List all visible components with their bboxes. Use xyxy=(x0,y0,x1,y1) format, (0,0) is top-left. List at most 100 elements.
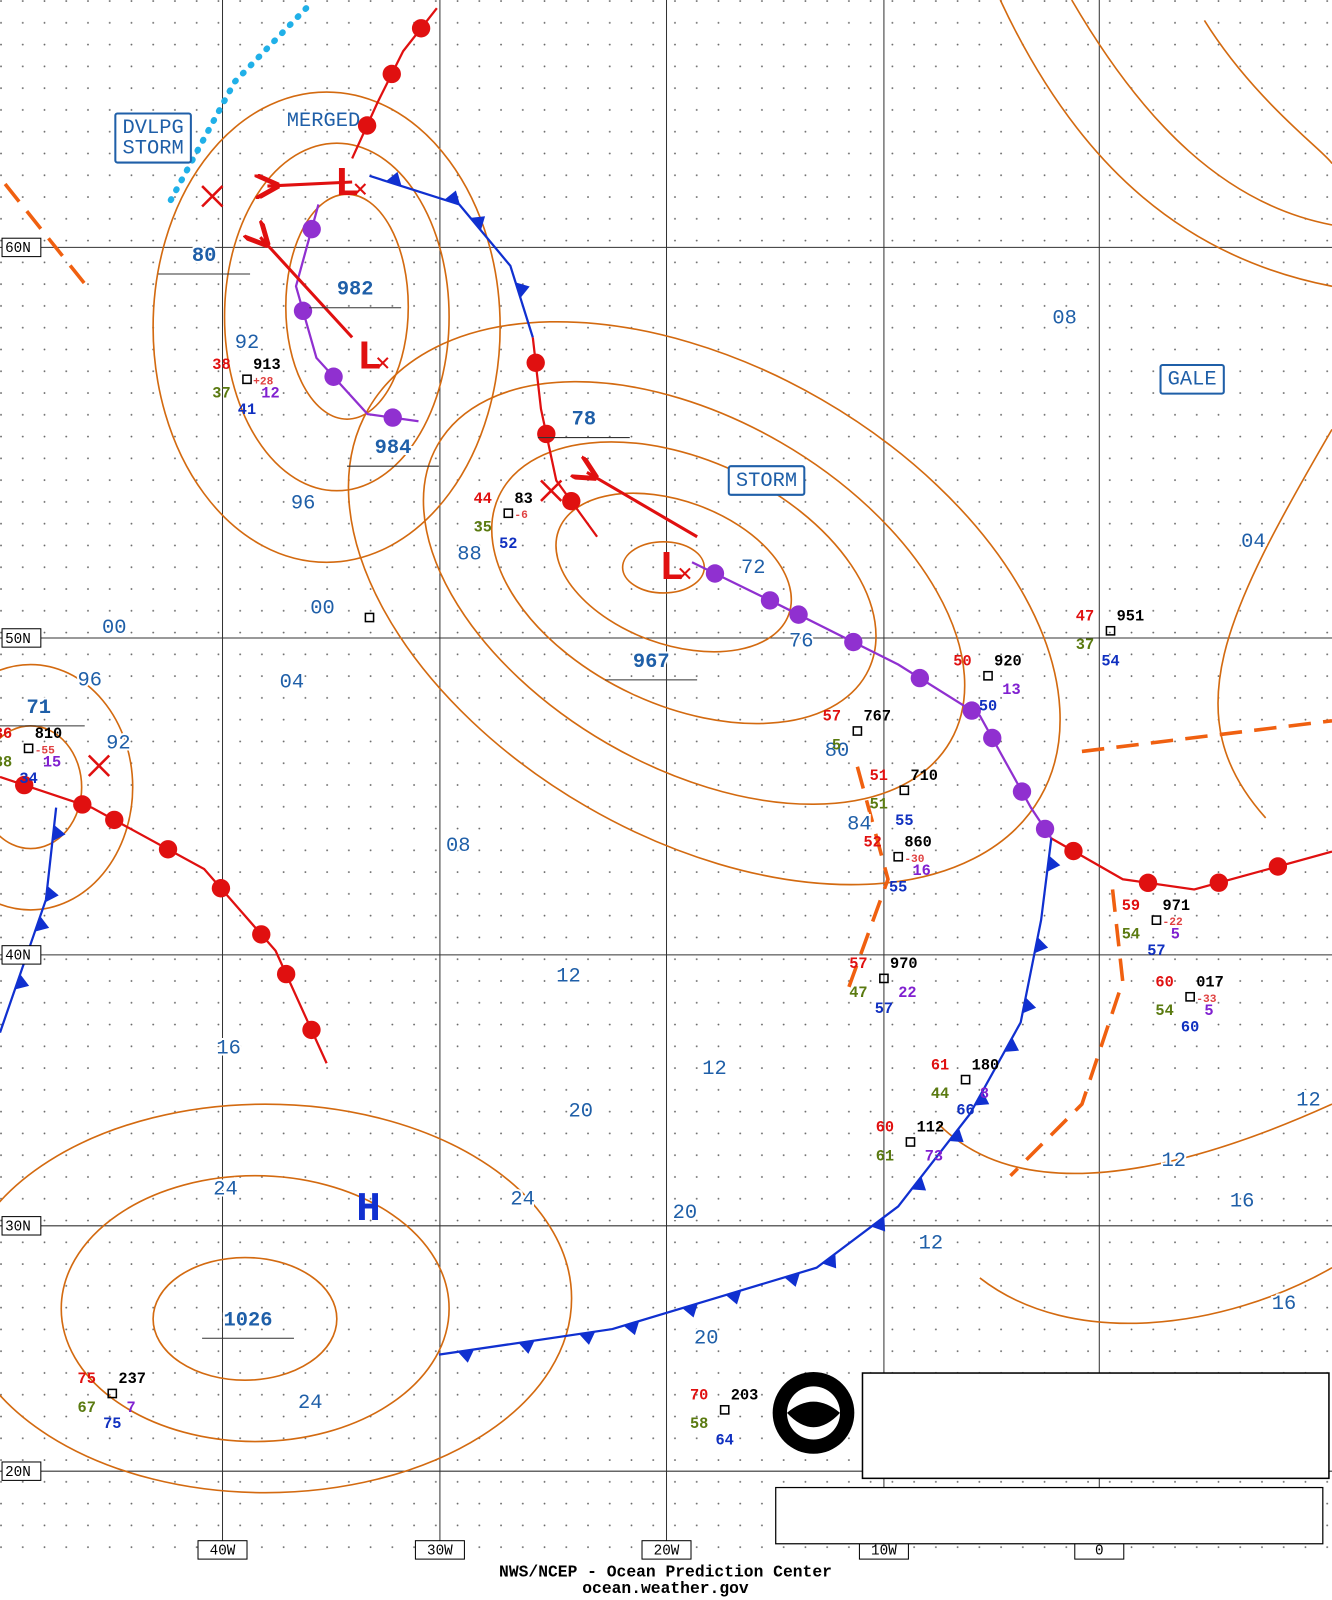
front-symbol xyxy=(784,1272,800,1287)
warning-label: MERGED xyxy=(287,110,360,133)
station-pressure: 951 xyxy=(1117,608,1145,626)
station xyxy=(107,1388,118,1399)
station-pressure: 017 xyxy=(1196,974,1224,992)
station-dew: 37 xyxy=(1076,636,1094,654)
station-tendency: -30 xyxy=(904,854,924,866)
isobar-label: 96 xyxy=(78,669,102,692)
front xyxy=(3,182,89,288)
front-symbol xyxy=(910,668,930,688)
station xyxy=(852,726,863,736)
front-symbol xyxy=(158,840,178,859)
front-symbol xyxy=(470,216,486,231)
front-symbol xyxy=(14,974,30,990)
isobar-label: 08 xyxy=(1052,307,1076,330)
front-symbol xyxy=(579,1331,596,1345)
station xyxy=(1151,915,1162,925)
station-sea: 54 xyxy=(1101,653,1119,671)
center-pressure: 982 xyxy=(337,279,374,302)
station-temp: 59 xyxy=(1122,897,1140,915)
station-pressure: 767 xyxy=(864,708,892,726)
front-symbol xyxy=(518,1340,535,1354)
front-symbol xyxy=(73,795,92,814)
isobar-label: 24 xyxy=(213,1178,237,1201)
front-symbol xyxy=(526,353,545,372)
isobar-label: 20 xyxy=(694,1328,718,1351)
center-pressure: 984 xyxy=(375,437,412,460)
station-change: 15 xyxy=(43,754,61,772)
isobar-label: 12 xyxy=(1162,1150,1186,1173)
center-pressure: 71 xyxy=(27,697,51,720)
front xyxy=(1050,837,1332,891)
station-pressure: 180 xyxy=(972,1056,1000,1074)
station xyxy=(899,785,910,796)
isobar-label: 92 xyxy=(235,332,259,355)
station-pressure: 112 xyxy=(917,1119,945,1137)
fronts xyxy=(0,5,1332,1363)
station-change: 22 xyxy=(898,984,916,1002)
lon-label: 0 xyxy=(1095,1544,1104,1560)
front-symbol xyxy=(705,564,725,583)
front-symbol xyxy=(1064,841,1083,861)
station-change: 12 xyxy=(261,385,279,403)
station xyxy=(1105,625,1116,636)
center-pressure: 78 xyxy=(572,409,596,432)
center-pressure: 80 xyxy=(192,245,216,268)
isobar-label: 08 xyxy=(446,835,470,858)
station-sea: 64 xyxy=(716,1432,734,1450)
station-change: 7 xyxy=(127,1399,136,1417)
isobar-label: 84 xyxy=(847,813,871,836)
isobar-label: 72 xyxy=(741,557,765,580)
front-symbol xyxy=(844,632,863,652)
front-symbol xyxy=(1004,1037,1020,1052)
lat-label-box xyxy=(1,945,42,965)
station-tendency: -6 xyxy=(514,510,528,522)
front xyxy=(587,472,698,539)
warning-label: DVLPG xyxy=(122,117,183,140)
station xyxy=(893,851,904,862)
lat-label-box xyxy=(1,237,42,258)
station-sea: 60 xyxy=(1181,1019,1199,1037)
footer-line: NWS/NCEP - Ocean Prediction Center xyxy=(499,1563,832,1582)
isobar-label: 00 xyxy=(310,598,334,621)
station-sea: 57 xyxy=(1147,942,1165,960)
station-sea: 55 xyxy=(895,812,913,830)
high-symbol: H xyxy=(356,1187,381,1233)
front xyxy=(0,775,328,1064)
station-temp: 36 xyxy=(0,725,12,743)
station xyxy=(364,612,375,623)
front-symbol xyxy=(105,810,124,830)
station-temp: 44 xyxy=(474,490,492,508)
lon-label-box xyxy=(197,1540,248,1560)
lon-label: 20W xyxy=(654,1544,680,1560)
info-box xyxy=(861,1372,1330,1480)
lon-label: 10W xyxy=(871,1544,897,1560)
front-symbol xyxy=(515,282,530,299)
lat-label-box xyxy=(1,1461,42,1481)
front xyxy=(845,766,890,993)
station-temp: 60 xyxy=(1155,974,1173,992)
x-mark xyxy=(87,754,111,777)
station xyxy=(960,1074,971,1085)
station-temp: 75 xyxy=(78,1370,96,1388)
front-symbol xyxy=(15,775,34,795)
station-dew: 47 xyxy=(849,984,867,1002)
station-change: 13 xyxy=(1002,681,1020,699)
station-temp: 52 xyxy=(864,833,882,851)
station-tendency: -33 xyxy=(1196,994,1216,1006)
station-change: 73 xyxy=(925,1147,943,1165)
lat-label: 60N xyxy=(5,241,31,257)
station-tendency: +28 xyxy=(253,376,273,388)
isobar-label: 24 xyxy=(298,1392,322,1415)
lat-label: 20N xyxy=(5,1465,31,1481)
station-temp: 61 xyxy=(931,1056,949,1074)
front xyxy=(369,174,534,338)
front-symbol xyxy=(974,1091,990,1106)
station-dew: 44 xyxy=(931,1085,949,1103)
front xyxy=(438,838,1053,1356)
front-symbol xyxy=(871,1216,886,1232)
front-symbol xyxy=(725,1290,742,1305)
station-sea: 50 xyxy=(979,697,997,715)
station-temp: 60 xyxy=(876,1119,894,1137)
station-change: 5 xyxy=(1204,1002,1213,1020)
station-tendency: -55 xyxy=(35,745,55,757)
